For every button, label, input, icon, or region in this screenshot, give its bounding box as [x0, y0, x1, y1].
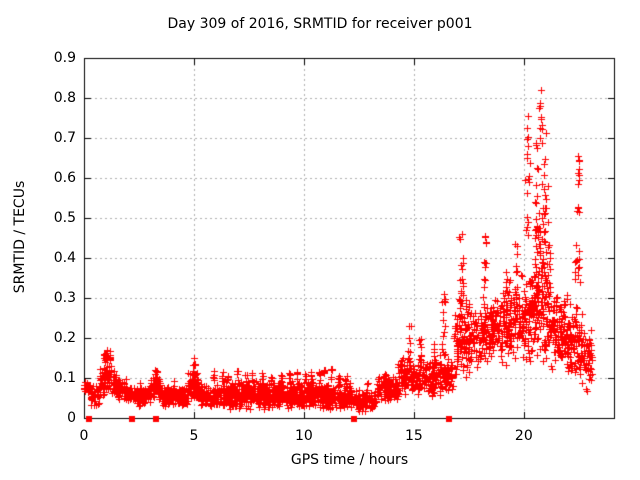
y-tick-label: 0.3: [53, 290, 76, 306]
y-tick-label: 0.7: [53, 130, 76, 146]
chart-title: Day 309 of 2016, SRMTID for receiver p00…: [167, 16, 473, 32]
y-tick-label: 0.9: [53, 50, 76, 66]
y-tick-label: 0.4: [53, 250, 76, 266]
y-tick-label: 0.8: [53, 90, 76, 106]
y-tick-label: 0.1: [53, 370, 76, 386]
y-tick-label: 0.6: [53, 170, 76, 186]
x-tick-label: 15: [404, 428, 423, 444]
y-axis-label: SRMTID / TECUs: [12, 180, 28, 294]
x-axis-label: GPS time / hours: [290, 452, 409, 468]
y-tick-label: 0.2: [53, 330, 76, 346]
x-tick-label: 5: [189, 428, 199, 444]
y-tick-label: 0: [67, 410, 76, 426]
y-tick-label: 0.5: [53, 210, 76, 226]
x-tick-label: 0: [79, 428, 89, 444]
x-tick-label: 10: [294, 428, 313, 444]
x-tick-label: 20: [514, 428, 533, 444]
